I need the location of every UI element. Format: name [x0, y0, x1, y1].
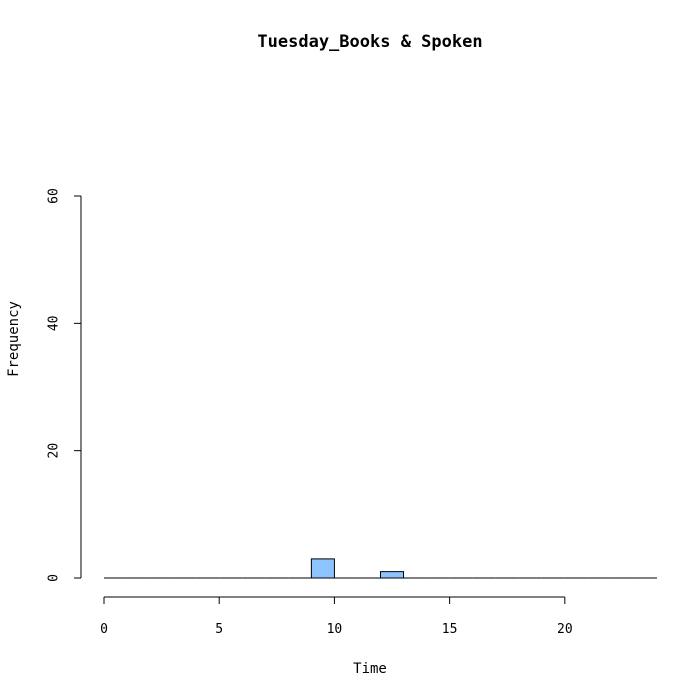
y-tick-label: 0 — [47, 574, 62, 582]
bars-group — [104, 558, 657, 579]
x-tick-label: 10 — [327, 622, 343, 637]
y-axis-label: Frequency — [6, 301, 22, 377]
y-tick-label: 40 — [47, 316, 62, 332]
y-tick-label: 20 — [47, 443, 62, 459]
x-tick-label: 15 — [442, 622, 458, 637]
y-tick-label: 60 — [47, 188, 62, 204]
x-axis-label: Time — [353, 661, 387, 677]
x-tick-label: 20 — [557, 622, 573, 637]
x-tick-label: 0 — [100, 622, 108, 637]
histogram-bar — [310, 558, 335, 579]
histogram-bar — [380, 571, 405, 579]
chart-title: Tuesday_Books & Spoken — [257, 32, 482, 52]
x-tick-label: 5 — [215, 622, 223, 637]
y-axis: 0 20 40 60 — [47, 188, 82, 582]
x-axis: 0 5 10 15 20 — [100, 596, 573, 637]
